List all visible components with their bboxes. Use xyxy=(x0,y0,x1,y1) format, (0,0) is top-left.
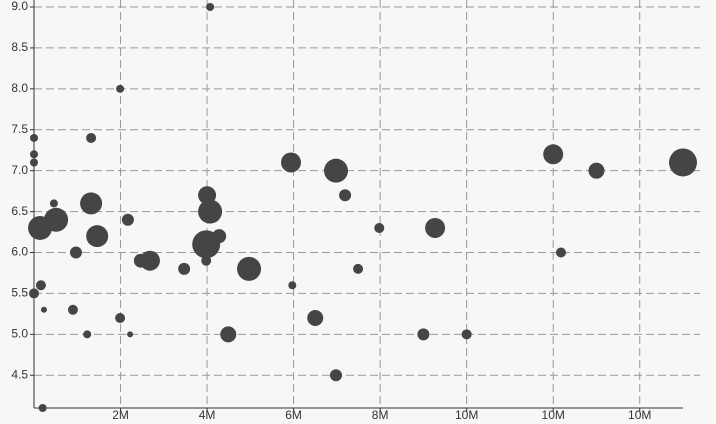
x-tick-label: 8M xyxy=(372,408,389,422)
x-tick-label: 4M xyxy=(199,408,216,422)
bubble xyxy=(461,329,472,340)
bubble xyxy=(30,133,38,142)
bubble xyxy=(28,215,53,240)
y-tick-label: 8.5 xyxy=(11,40,28,54)
bubble xyxy=(543,144,564,165)
bubble xyxy=(30,150,38,159)
bubble xyxy=(49,199,58,208)
bubble xyxy=(288,281,297,290)
bubble xyxy=(29,288,39,299)
bubble xyxy=(237,256,262,281)
bubble xyxy=(669,148,697,177)
x-tick-label: 2M xyxy=(112,408,129,422)
bubble xyxy=(67,304,78,315)
bubble xyxy=(139,250,160,271)
bubble xyxy=(115,312,126,323)
bubble xyxy=(83,330,92,339)
y-tick-label: 9.0 xyxy=(11,0,28,13)
bubble xyxy=(417,328,430,341)
y-tick-label: 8.0 xyxy=(11,81,28,95)
bubble xyxy=(40,306,47,313)
x-tick-label: 10M xyxy=(455,408,478,422)
bubble xyxy=(281,152,302,173)
bubble xyxy=(116,84,125,93)
bubble xyxy=(86,225,109,248)
bubble xyxy=(353,263,364,274)
bubble xyxy=(324,158,349,183)
bubble xyxy=(30,158,38,167)
bubble xyxy=(206,3,215,11)
bubble xyxy=(127,331,134,338)
bubble xyxy=(198,199,223,224)
bubble xyxy=(425,217,446,238)
x-tick-label: 10M xyxy=(542,408,565,422)
bubble xyxy=(35,280,46,291)
bubble xyxy=(201,255,212,266)
y-tick-label: 6.5 xyxy=(11,204,28,218)
bubble xyxy=(588,162,605,179)
y-tick-label: 5.5 xyxy=(11,286,28,300)
bubble xyxy=(374,222,385,233)
bubble xyxy=(69,246,82,259)
bubble xyxy=(121,213,134,226)
bubble xyxy=(307,309,324,326)
bubble xyxy=(339,189,352,202)
bubble xyxy=(38,404,47,412)
bubble xyxy=(86,132,97,143)
y-tick-label: 4.5 xyxy=(11,367,28,381)
y-tick-label: 7.0 xyxy=(11,163,28,177)
x-tick-label: 10M xyxy=(628,408,651,422)
bubble xyxy=(330,369,343,382)
y-tick-label: 6.0 xyxy=(11,245,28,259)
y-tick-label: 5.0 xyxy=(11,327,28,341)
bubble xyxy=(178,262,191,275)
bubble xyxy=(555,247,566,258)
y-tick-label: 7.5 xyxy=(11,122,28,136)
bubble xyxy=(80,192,103,215)
bubble xyxy=(220,326,237,343)
bubble xyxy=(192,230,221,259)
x-tick-label: 6M xyxy=(285,408,302,422)
